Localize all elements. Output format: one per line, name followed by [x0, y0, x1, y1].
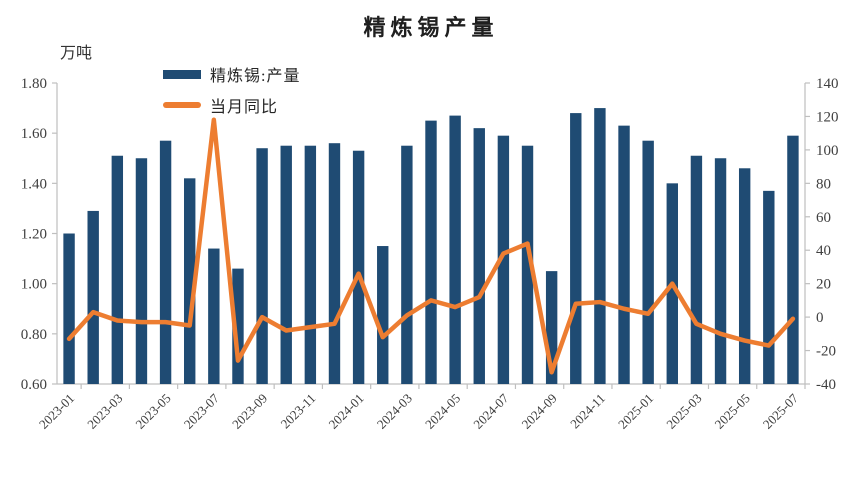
right-axis-tick-label: 60 — [816, 210, 831, 226]
right-axis-tick-label: 100 — [816, 143, 839, 159]
production-bar — [87, 210, 99, 384]
right-axis-tick-label: 20 — [816, 277, 831, 293]
production-bar — [208, 248, 220, 384]
left-axis-tick-label: 1.40 — [21, 176, 47, 192]
x-axis-tick-label: 2025-07 — [760, 390, 802, 432]
left-axis-tick-label: 0.80 — [21, 327, 47, 343]
production-bar — [763, 190, 775, 384]
production-bar — [521, 145, 534, 384]
left-axis-tick-label: 1.80 — [21, 76, 47, 92]
production-bar — [425, 120, 437, 384]
production-bar — [618, 125, 630, 385]
production-bar — [449, 115, 461, 384]
production-bar — [497, 135, 510, 384]
x-axis-tick-label: 2025-01 — [615, 391, 656, 432]
production-bar — [111, 155, 124, 384]
right-axis-tick-label: 80 — [816, 176, 831, 192]
right-axis-tick-label: 0 — [816, 310, 824, 326]
legend-item-yoy: 当月同比 — [163, 94, 300, 116]
production-bar — [787, 135, 799, 384]
production-bar — [184, 178, 196, 384]
x-axis-tick-label: 2023-01 — [36, 391, 77, 432]
production-bar — [280, 145, 292, 384]
production-bar — [738, 168, 751, 384]
left-axis-tick-label: 1.60 — [21, 126, 47, 142]
production-bar — [594, 108, 606, 384]
legend-label: 当月同比 — [210, 99, 279, 116]
production-bar — [232, 268, 244, 384]
production-bar — [545, 271, 558, 384]
production-bar — [377, 246, 389, 384]
legend: 精炼锡:产量 当月同比 — [163, 63, 300, 116]
bar-series-swatch — [163, 69, 201, 79]
yoy-line — [66, 117, 796, 375]
legend-label: 精炼锡:产量 — [210, 68, 301, 85]
x-axis-tick-label: 2024-01 — [325, 391, 366, 432]
right-axis-tick-label: 40 — [816, 243, 831, 259]
x-axis-tick-label: 2023-11 — [278, 391, 319, 432]
production-bar — [642, 140, 654, 384]
left-axis-tick-label: 1.20 — [21, 227, 47, 243]
chart-title: 精炼锡产量 — [363, 15, 499, 40]
left-axis-unit-label: 万吨 — [60, 45, 93, 62]
x-axis-tick-label: 2023-05 — [132, 391, 173, 432]
right-axis-tick-label: 120 — [816, 109, 839, 125]
x-axis-tick-label: 2023-09 — [229, 391, 270, 432]
production-bar — [256, 148, 268, 384]
x-axis-tick-label: 2024-09 — [519, 391, 560, 432]
x-axis-tick-label: 2024-07 — [470, 390, 512, 432]
production-bar — [63, 233, 75, 384]
x-axis-tick-label: 2024-11 — [567, 391, 608, 432]
x-axis-tick-label: 2023-03 — [84, 391, 125, 432]
right-axis-tick-label: -40 — [816, 377, 836, 393]
production-bar — [473, 128, 485, 384]
x-axis-tick-label: 2024-03 — [374, 391, 415, 432]
x-axis-tick-label: 2025-05 — [712, 391, 753, 432]
legend-item-production: 精炼锡:产量 — [163, 63, 300, 85]
production-bar — [714, 158, 727, 384]
x-axis-tick-label: 2025-03 — [663, 391, 704, 432]
right-axis-tick-label: 140 — [816, 76, 839, 92]
right-axis-tick-label: -20 — [816, 344, 836, 360]
production-bar — [328, 143, 341, 384]
left-axis-tick-label: 0.60 — [21, 377, 47, 393]
x-axis-tick-label: 2024-05 — [422, 391, 463, 432]
left-axis-tick-label: 1.00 — [21, 277, 47, 293]
production-bar — [159, 140, 172, 384]
production-bar — [401, 145, 413, 384]
line-series-swatch — [163, 102, 201, 108]
production-bar — [690, 155, 703, 384]
x-axis-tick-label: 2023-07 — [181, 390, 223, 432]
production-bar — [570, 113, 582, 384]
production-bar — [304, 145, 317, 384]
production-bar — [352, 150, 365, 384]
production-bar — [135, 158, 148, 384]
